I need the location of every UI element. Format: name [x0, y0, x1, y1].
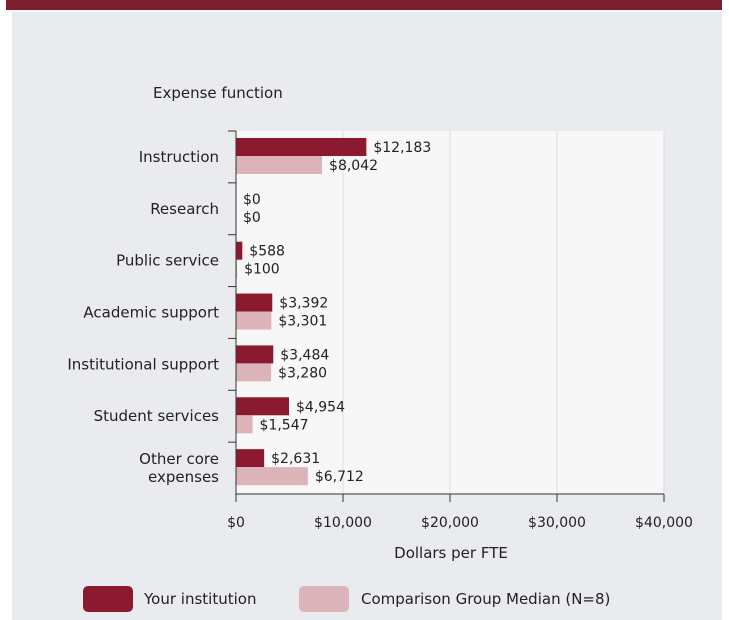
x-tick-label: $20,000: [421, 515, 479, 531]
category-labels: Instruction Research Public service Academi…: [67, 148, 219, 486]
legend: Your institution Comparison Group Median …: [83, 586, 610, 612]
grid-lines: [342, 131, 665, 494]
x-axis-label: Dollars per FTE: [394, 544, 508, 562]
bar-comparison-median: [236, 363, 272, 382]
axes: [228, 130, 665, 502]
chart-title: Expense function: [153, 84, 283, 102]
value-label-comparison: $6,712: [315, 469, 364, 485]
category-label: Institutional support: [67, 355, 219, 373]
value-label-comparison: $1,547: [260, 417, 309, 433]
category-label: Public service: [116, 252, 219, 270]
value-label-comparison: $8,042: [329, 158, 378, 174]
category-label: expenses: [148, 468, 219, 486]
bar-your-institution: [236, 293, 273, 312]
bar-your-institution: [236, 449, 265, 468]
category-label: Research: [150, 200, 219, 218]
bar-your-institution: [236, 397, 290, 416]
value-label-your-institution: $0: [243, 192, 261, 208]
legend-swatch-your-institution: [83, 586, 133, 612]
x-tick-label: $40,000: [635, 515, 693, 531]
value-label-your-institution: $3,392: [279, 296, 328, 312]
value-labels: $12,183 $8,042 $0 $0 $588 $100 $3,392 $3,301 $3,…: [243, 140, 431, 485]
category-label: Instruction: [139, 148, 219, 166]
bar-comparison-median: [236, 311, 272, 330]
x-tick-labels: $0 $10,000 $20,000 $30,000 $40,000: [227, 515, 693, 531]
bar-your-institution: [236, 138, 367, 156]
legend-label-your-institution: Your institution: [143, 590, 256, 608]
legend-label-comparison: Comparison Group Median (N=8): [361, 590, 610, 608]
bar-comparison-median: [236, 467, 308, 486]
value-label-your-institution: $3,484: [280, 347, 329, 363]
bar-your-institution: [236, 241, 243, 260]
category-label: Academic support: [83, 304, 219, 322]
value-label-comparison: $3,301: [278, 314, 327, 330]
value-label-your-institution: $12,183: [373, 140, 431, 156]
x-tick-label: $10,000: [314, 515, 372, 531]
category-label: Other core: [139, 450, 219, 468]
bar-comparison-median: [236, 415, 253, 434]
value-label-comparison: $3,280: [278, 365, 327, 381]
category-label: Student services: [94, 407, 220, 425]
bars-group: [236, 138, 367, 486]
x-tick-label: $30,000: [528, 515, 586, 531]
value-label-your-institution: $2,631: [271, 451, 320, 467]
header-bar: [6, 0, 722, 10]
value-label-comparison: $100: [244, 262, 280, 278]
bar-your-institution: [236, 345, 274, 364]
value-label-your-institution: $588: [249, 244, 285, 260]
x-tick-label: $0: [227, 515, 245, 531]
legend-swatch-comparison: [299, 586, 349, 612]
value-label-your-institution: $4,954: [296, 399, 345, 415]
bar-comparison-median: [236, 156, 323, 174]
bar-comparison-median: [236, 259, 238, 278]
value-label-comparison: $0: [243, 210, 261, 226]
